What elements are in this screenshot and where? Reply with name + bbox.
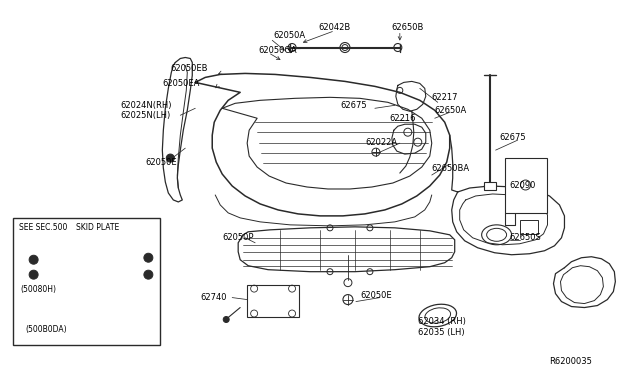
Circle shape bbox=[144, 253, 153, 262]
Text: 62050A: 62050A bbox=[273, 31, 305, 40]
Text: 62650B: 62650B bbox=[392, 23, 424, 32]
Text: 62650BA: 62650BA bbox=[432, 164, 470, 173]
Text: 62740: 62740 bbox=[200, 293, 227, 302]
Bar bbox=[13, 218, 161, 346]
Text: 62050EB: 62050EB bbox=[170, 64, 208, 73]
Text: 62022A: 62022A bbox=[365, 138, 397, 147]
Circle shape bbox=[144, 270, 153, 279]
Text: 62050GA: 62050GA bbox=[258, 46, 297, 55]
Circle shape bbox=[29, 270, 38, 279]
Text: 62650A: 62650A bbox=[435, 106, 467, 115]
Text: (500B0DA): (500B0DA) bbox=[26, 325, 67, 334]
Text: (50080H): (50080H) bbox=[20, 285, 57, 294]
Text: 62050P: 62050P bbox=[222, 233, 253, 242]
Text: 62024N(RH): 62024N(RH) bbox=[120, 101, 172, 110]
Text: SKID PLATE: SKID PLATE bbox=[76, 223, 119, 232]
Text: 62675: 62675 bbox=[500, 133, 526, 142]
Circle shape bbox=[29, 255, 38, 264]
Bar bbox=[520, 220, 538, 234]
Circle shape bbox=[166, 154, 174, 162]
Text: 62050EA: 62050EA bbox=[163, 79, 200, 88]
Text: 62034 (RH): 62034 (RH) bbox=[418, 317, 466, 326]
Text: 62217: 62217 bbox=[432, 93, 458, 102]
Text: 62050E: 62050E bbox=[360, 291, 392, 300]
Text: 62025N(LH): 62025N(LH) bbox=[120, 111, 171, 120]
Text: 62035 (LH): 62035 (LH) bbox=[418, 328, 465, 337]
Text: SEE SEC.500: SEE SEC.500 bbox=[19, 223, 67, 232]
Text: R6200035: R6200035 bbox=[550, 357, 593, 366]
Text: 62042B: 62042B bbox=[318, 23, 350, 32]
Bar bbox=[484, 182, 495, 190]
Text: 62650S: 62650S bbox=[509, 233, 541, 242]
Bar bbox=[504, 158, 547, 213]
Text: 62050E: 62050E bbox=[145, 158, 177, 167]
Bar bbox=[247, 285, 299, 317]
Circle shape bbox=[223, 317, 229, 323]
Text: 62216: 62216 bbox=[390, 114, 417, 123]
Text: 62090: 62090 bbox=[509, 180, 536, 189]
Text: 62675: 62675 bbox=[340, 101, 367, 110]
